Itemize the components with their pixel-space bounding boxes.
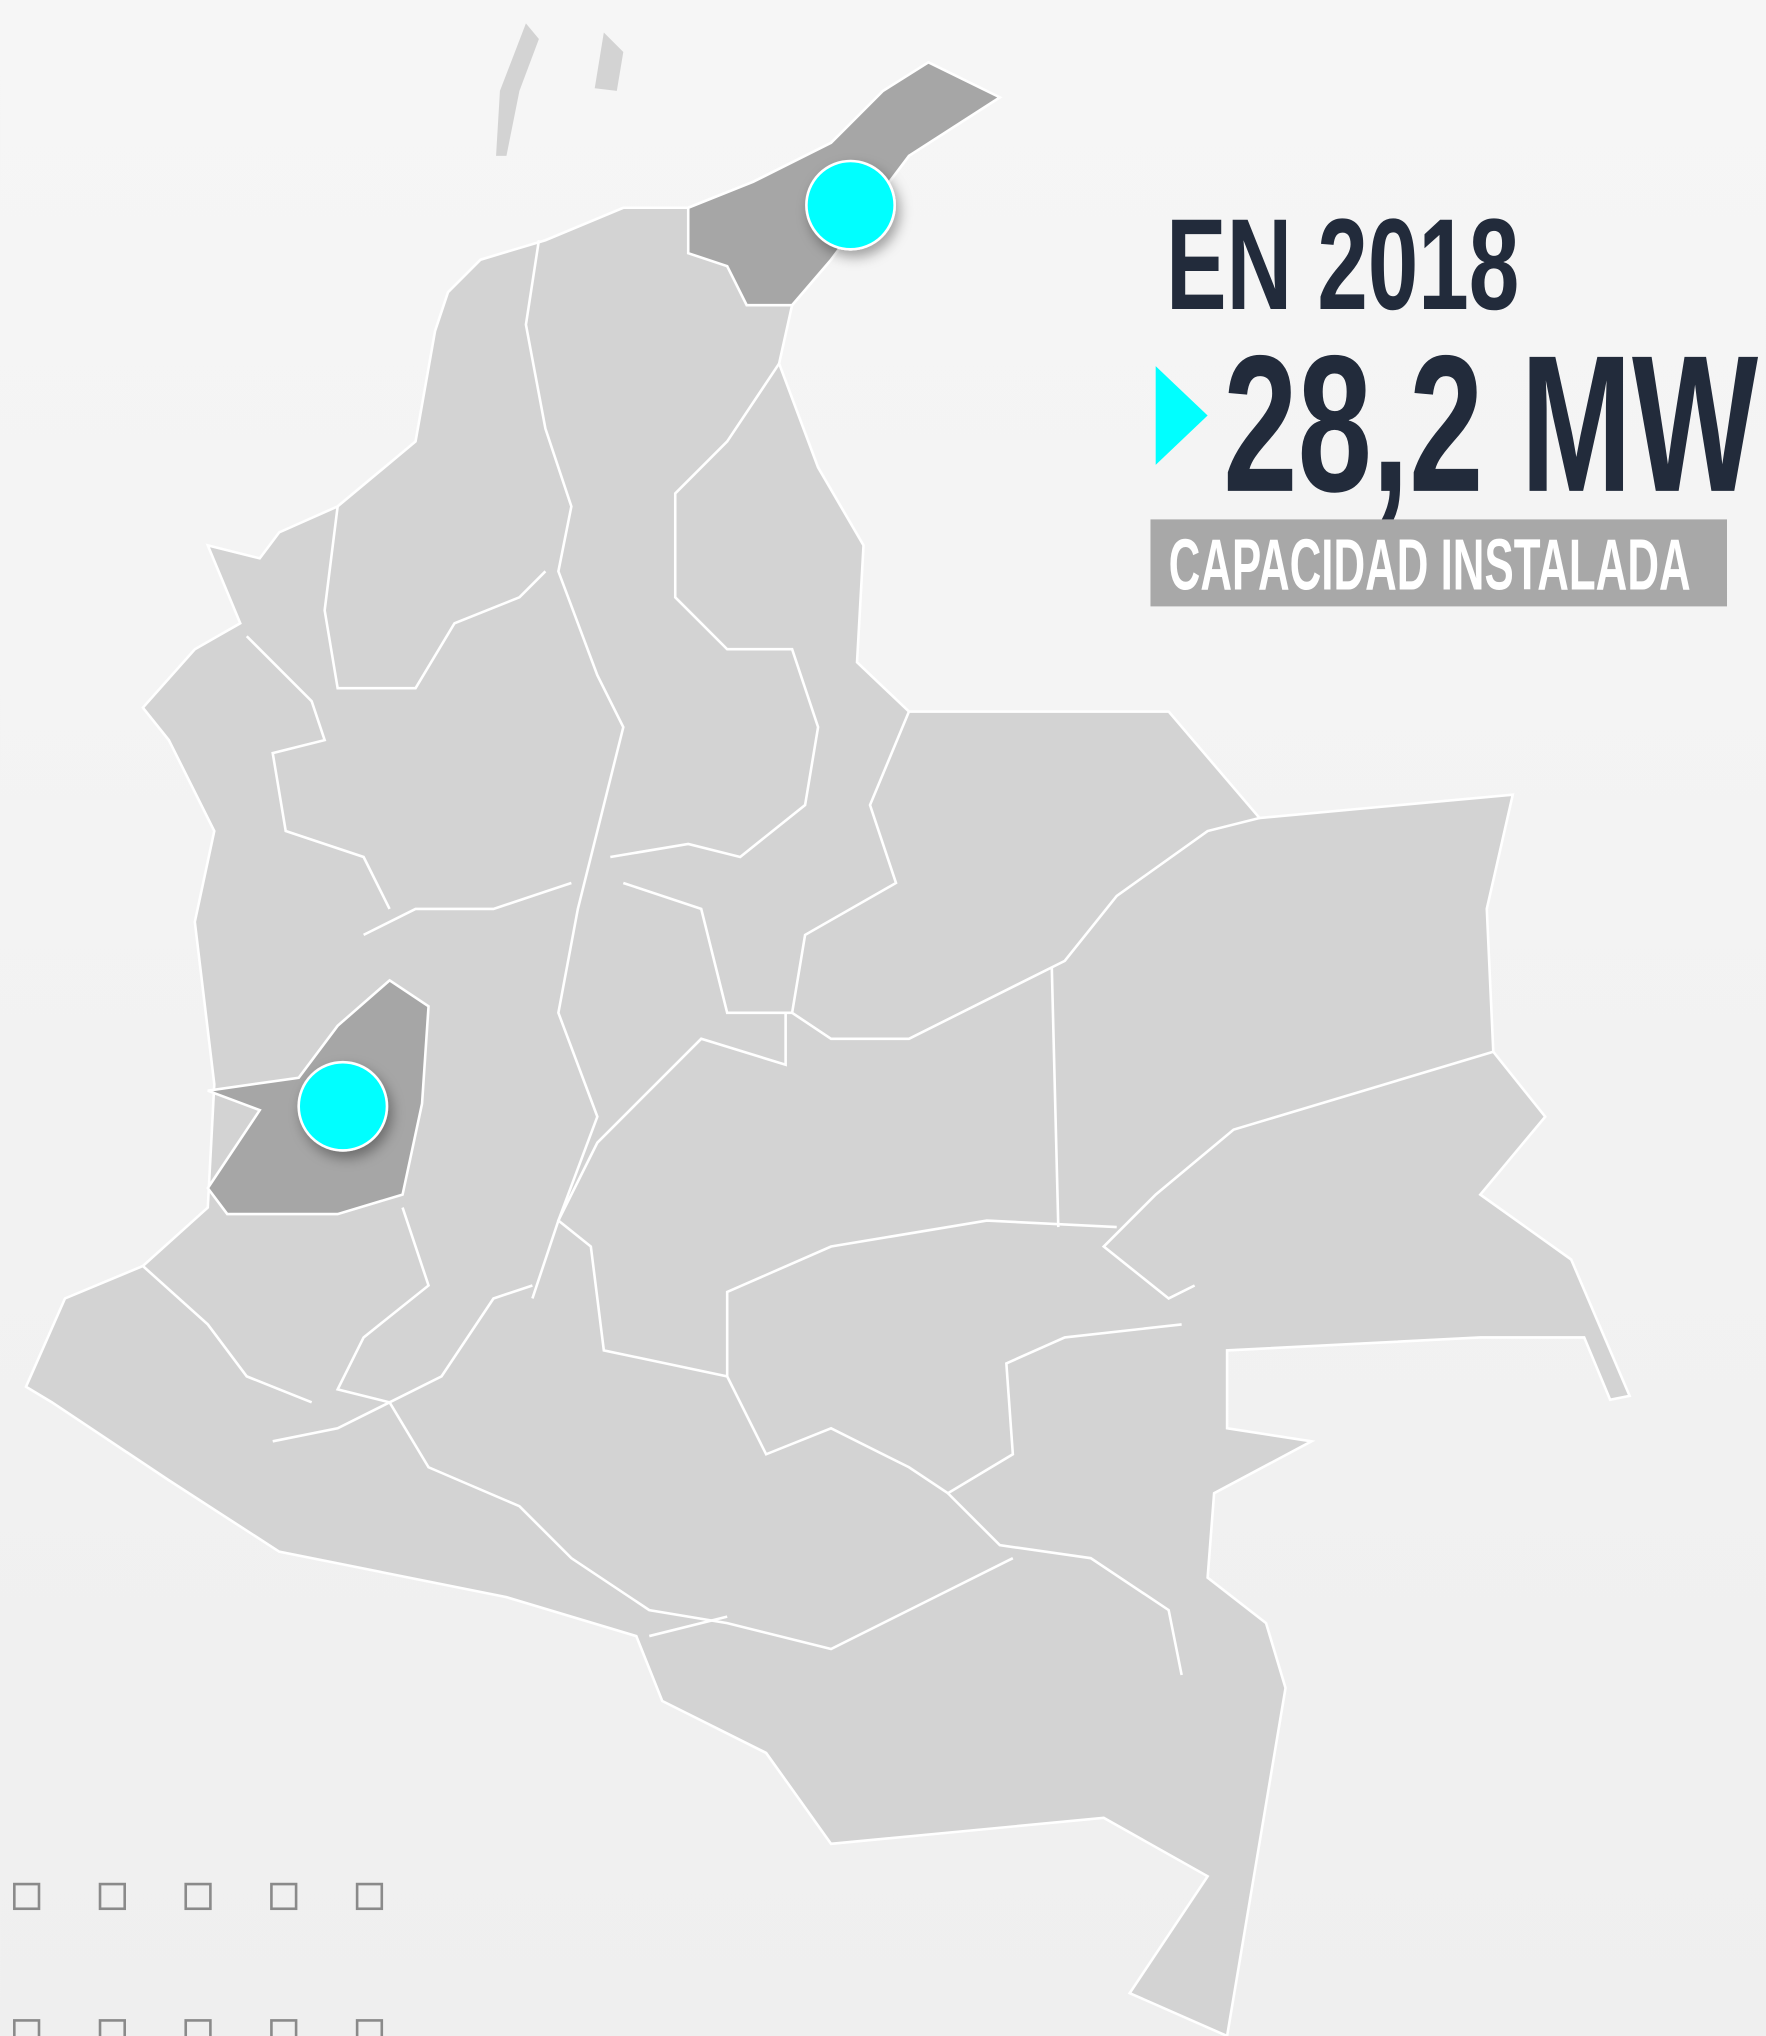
pointer-triangle <box>1155 366 1208 465</box>
location-marker <box>297 1060 389 1152</box>
decorative-squares <box>13 1882 384 2036</box>
map <box>24 23 1632 2036</box>
stat-block: EN 2018 28,2 MW CAPACIDAD INSTALADA <box>1150 191 1758 607</box>
location-marker <box>805 159 896 251</box>
capacity-label: CAPACIDAD INSTALADA <box>1169 525 1691 606</box>
department-borders <box>142 240 1494 1676</box>
label-box <box>1150 519 1728 607</box>
capacity-value: 28,2 MW <box>1223 316 1758 533</box>
year-heading: EN 2018 <box>1166 191 1519 337</box>
island <box>594 32 624 91</box>
island <box>496 23 539 156</box>
